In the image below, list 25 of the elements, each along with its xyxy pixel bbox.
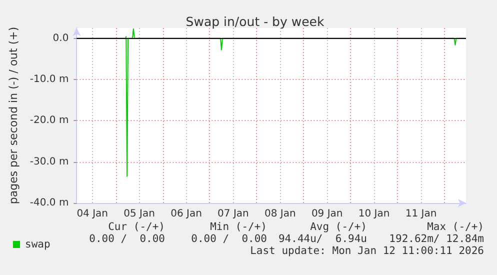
- text: 0.00 / 0.00: [191, 233, 267, 245]
- x-tick-label: 10 Jan: [358, 208, 390, 220]
- text: Max (-/+): [427, 221, 484, 233]
- x-tick-label: 04 Jan: [76, 208, 108, 220]
- y-tick-label: -40.0 m: [30, 198, 69, 208]
- legend-label: swap: [25, 238, 50, 250]
- x-tick-label: 08 Jan: [264, 208, 296, 220]
- y-axis-title: pages per second in (-) / out (+): [7, 26, 20, 204]
- x-tick-label: 07 Jan: [218, 208, 249, 220]
- text: Cur (-/+): [108, 221, 165, 233]
- text: 192.62m/ 12.84m: [389, 233, 484, 245]
- y-tick-label: -10.0 m: [30, 74, 69, 85]
- chart-title: Swap in/out - by week: [186, 14, 325, 29]
- text: Min (-/+): [210, 221, 267, 233]
- y-tick-label: 0.0: [52, 32, 69, 44]
- text: 94.44u/ 6.94u: [278, 233, 367, 245]
- y-tick-label: -30.0 m: [30, 156, 69, 168]
- text: 0.00 / 0.00: [89, 233, 165, 245]
- x-tick-label: 11 Jan: [405, 208, 437, 220]
- text: Avg (-/+): [310, 221, 367, 233]
- x-tick-label: 05 Jan: [124, 208, 155, 220]
- y-tick-label: -20.0 m: [30, 115, 69, 126]
- x-tick-label: 06 Jan: [170, 208, 202, 220]
- text: Last update: Mon Jan 12 11:00:11 2026: [250, 245, 484, 257]
- x-tick-label: 09 Jan: [311, 208, 343, 220]
